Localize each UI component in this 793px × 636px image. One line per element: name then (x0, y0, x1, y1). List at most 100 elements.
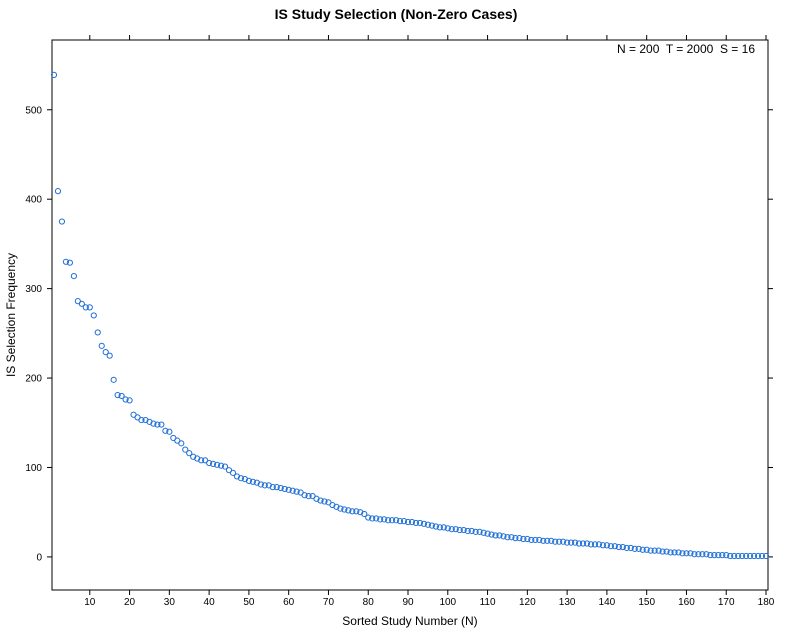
data-point (217, 462, 225, 469)
data-point (643, 546, 650, 553)
data-point (58, 218, 66, 225)
data-point (237, 475, 245, 482)
data-point (166, 428, 173, 435)
data-point (536, 536, 543, 544)
data-point (587, 541, 595, 548)
data-point (381, 516, 388, 523)
data-point (54, 188, 62, 195)
data-point (90, 312, 97, 319)
data-point (273, 484, 280, 491)
x-tick-label: 110 (480, 597, 496, 608)
data-point (715, 552, 722, 559)
data-point (305, 492, 312, 500)
data-point (552, 538, 559, 545)
data-point (739, 552, 746, 560)
data-point (583, 540, 591, 547)
data-point (556, 538, 563, 545)
y-tick-label: 300 (25, 284, 42, 295)
data-point (249, 478, 256, 485)
data-point (345, 507, 352, 514)
data-point (420, 520, 428, 527)
data-point (663, 548, 670, 555)
data-point (747, 552, 754, 560)
y-axis-ticks: 0 100 200 300 400 500 (25, 105, 773, 563)
x-tick-label: 10 (84, 597, 96, 608)
data-point (520, 535, 527, 543)
data-point (102, 349, 109, 356)
x-tick-label: 50 (243, 597, 255, 608)
data-point (743, 552, 750, 560)
data-point (229, 469, 237, 476)
data-point (182, 446, 189, 453)
data-point (492, 532, 499, 539)
data-point (277, 484, 284, 492)
data-point (456, 526, 463, 534)
y-tick-label: 0 (36, 552, 42, 563)
data-point (361, 510, 368, 518)
data-point (293, 488, 300, 495)
data-point (603, 542, 611, 549)
data-point (389, 517, 396, 524)
data-point (396, 518, 404, 525)
parameter-annotation: N = 200 T = 2000 S = 16 (617, 42, 755, 56)
data-point (540, 537, 547, 544)
x-tick-label: 180 (758, 597, 775, 608)
data-point (460, 526, 467, 534)
x-tick-label: 130 (559, 597, 576, 608)
data-point (651, 547, 658, 554)
data-point (400, 518, 408, 525)
x-tick-label: 100 (439, 597, 456, 608)
data-point (118, 392, 125, 400)
data-point (186, 450, 193, 457)
data-point (488, 531, 495, 538)
data-point (754, 552, 762, 560)
data-point (337, 505, 344, 512)
data-point (627, 544, 634, 552)
data-point (548, 537, 555, 544)
data-point (595, 541, 603, 548)
data-point (599, 542, 607, 549)
data-point (528, 536, 535, 544)
x-tick-label: 170 (718, 597, 735, 608)
data-point (524, 535, 531, 543)
data-point (464, 527, 471, 535)
y-tick-label: 500 (25, 105, 42, 116)
data-point (289, 487, 296, 494)
data-point (269, 484, 276, 491)
data-point (98, 342, 105, 349)
data-point (369, 515, 376, 522)
data-point (78, 300, 85, 307)
data-point (476, 528, 483, 535)
data-point (436, 524, 443, 531)
data-point (349, 508, 356, 515)
data-point (114, 391, 121, 399)
x-tick-label: 80 (363, 597, 375, 608)
data-point (568, 539, 575, 546)
data-point (615, 543, 622, 551)
data-point (385, 517, 392, 524)
data-point (484, 530, 491, 537)
data-point (699, 551, 706, 558)
data-point (448, 526, 455, 533)
data-point (735, 552, 742, 560)
data-point (82, 304, 89, 311)
x-tick-label: 160 (678, 597, 695, 608)
data-point (178, 440, 185, 447)
data-point (62, 258, 70, 265)
data-point (731, 552, 738, 560)
data-point (353, 508, 360, 515)
data-point (408, 518, 416, 526)
data-point (162, 427, 169, 434)
data-point (285, 486, 292, 493)
x-tick-label: 90 (402, 597, 414, 608)
x-tick-label: 150 (638, 597, 655, 608)
data-point (504, 534, 511, 541)
x-tick-label: 120 (519, 597, 536, 608)
data-point (695, 551, 702, 558)
data-point (301, 492, 308, 499)
data-point (432, 523, 439, 530)
data-point (94, 329, 101, 336)
data-point (762, 552, 770, 560)
data-point (571, 539, 579, 546)
